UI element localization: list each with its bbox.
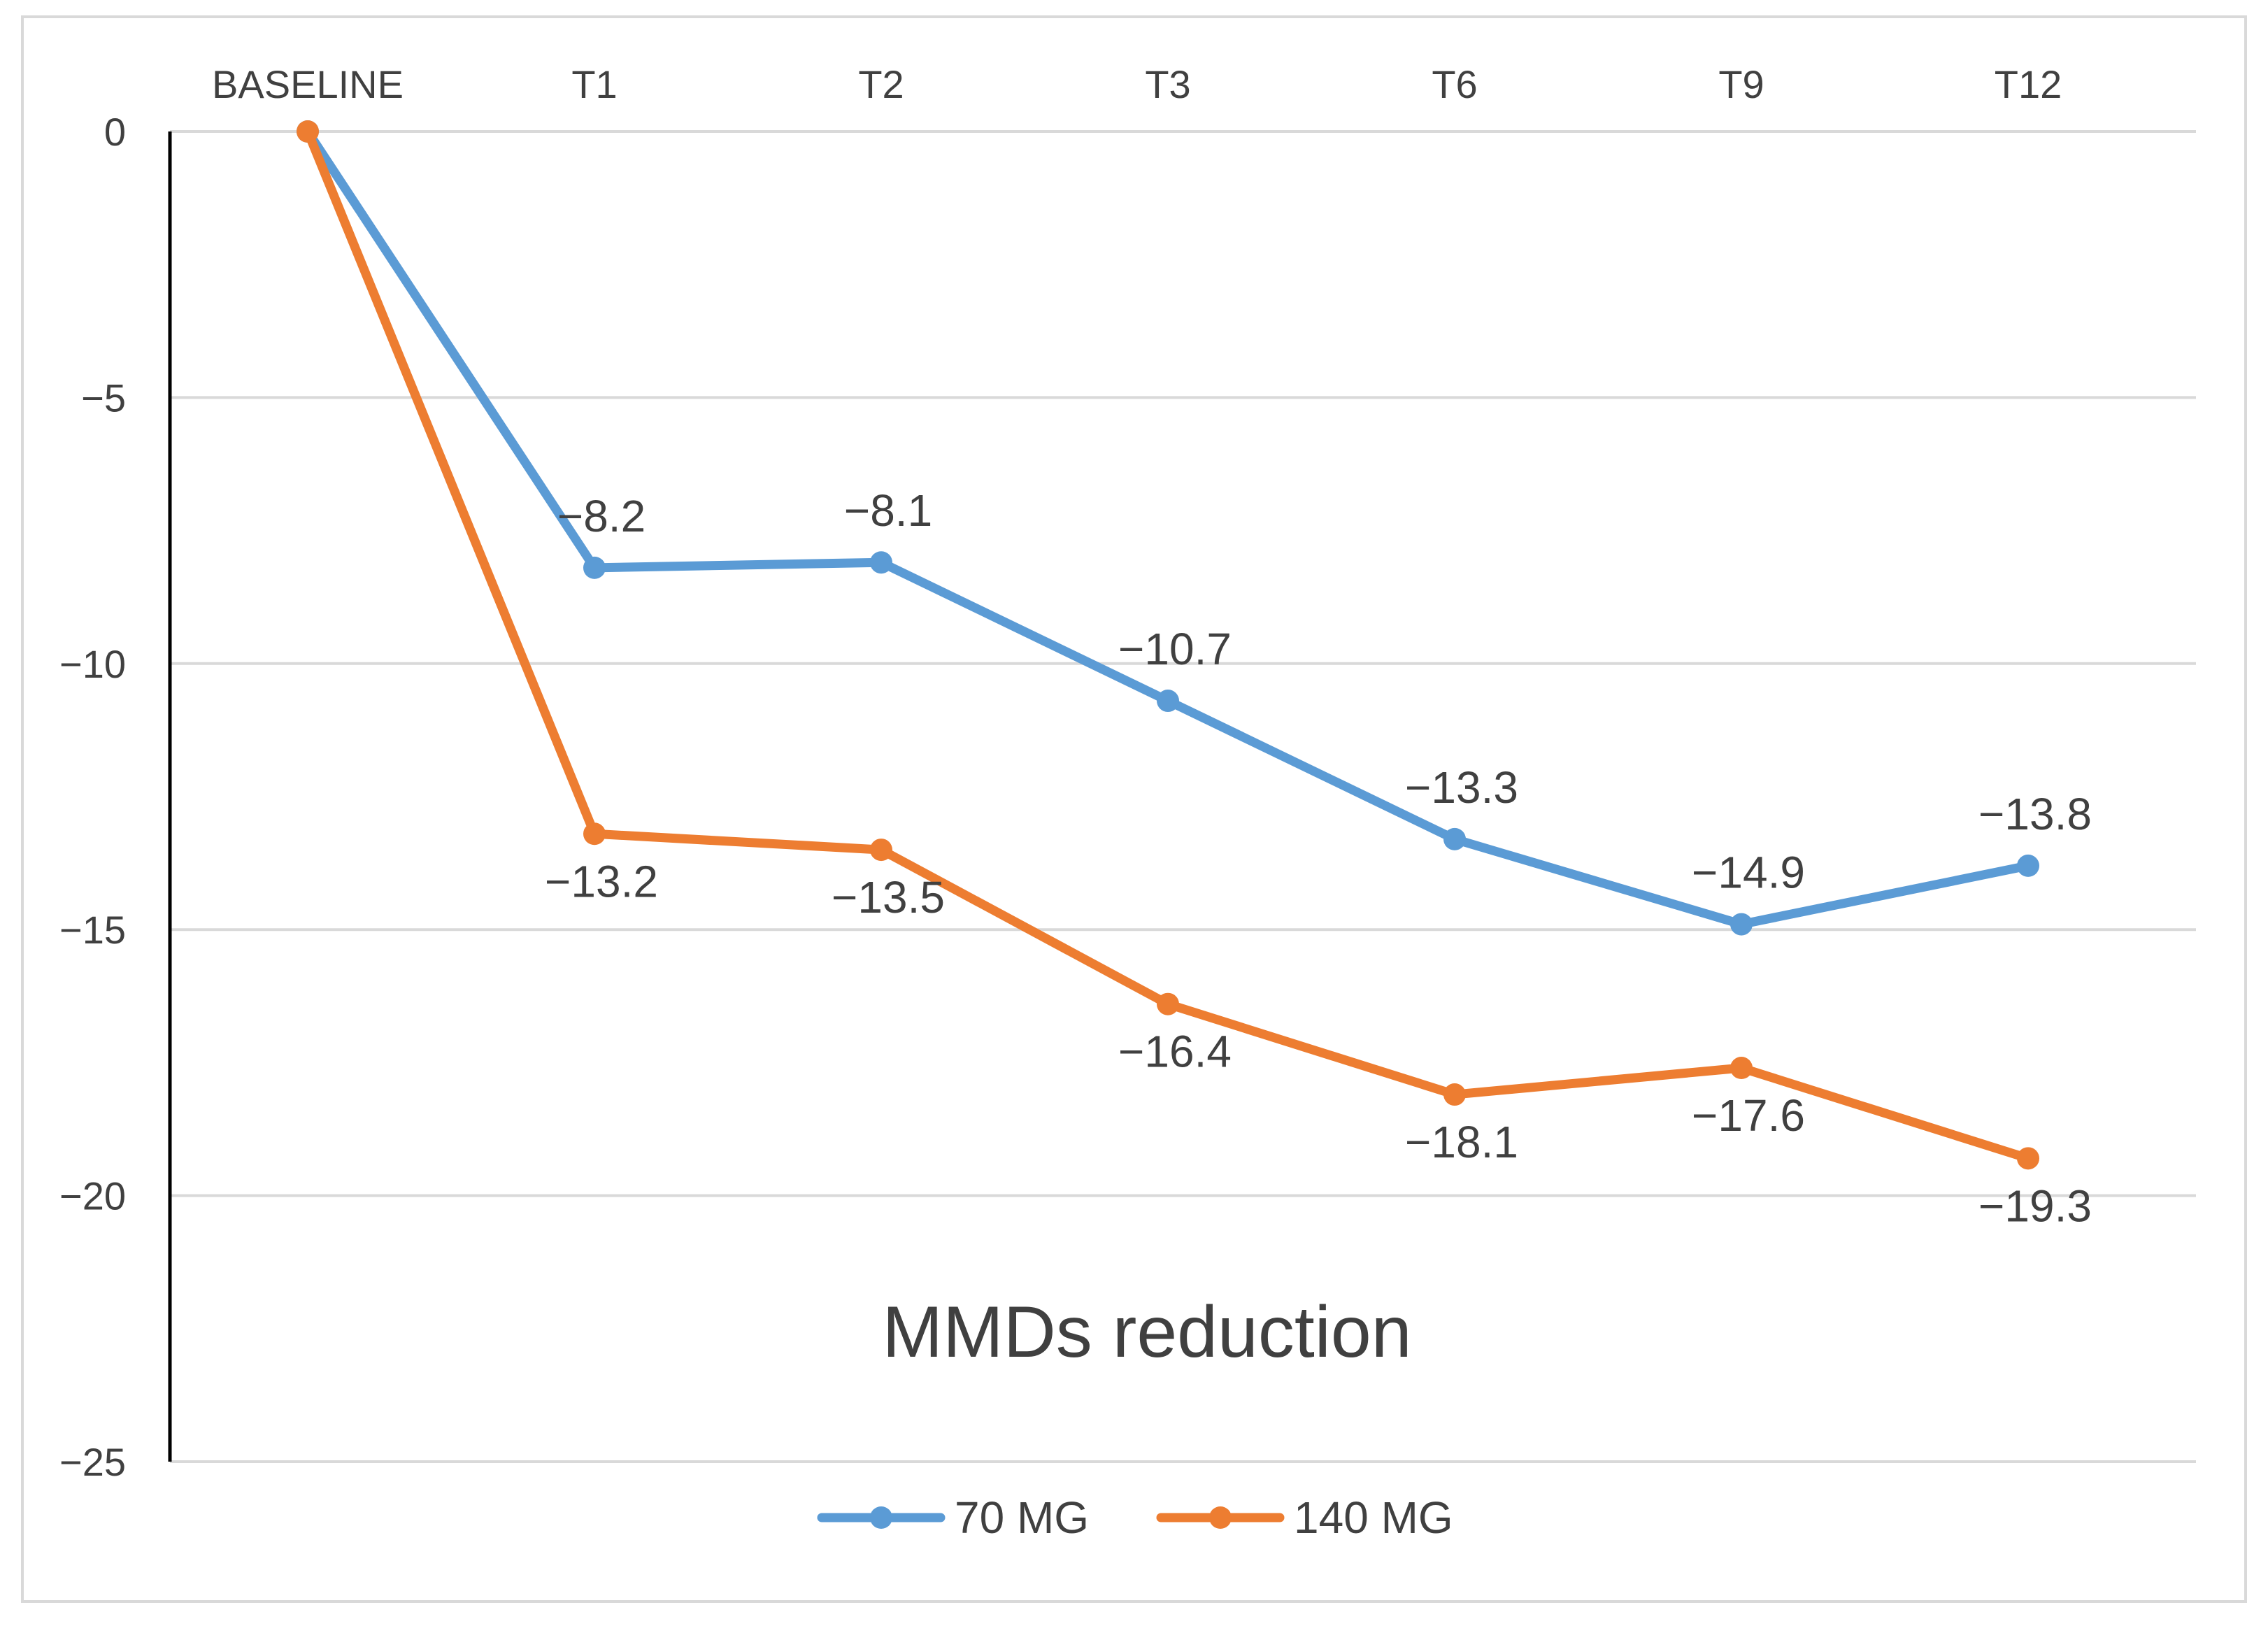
data-label: −18.1 (1405, 1117, 1518, 1167)
x-tick-label: T3 (1145, 62, 1190, 106)
data-label: −19.3 (1978, 1181, 2092, 1231)
data-point (1157, 992, 1179, 1015)
data-label: −13.8 (1978, 789, 2092, 839)
data-point (870, 839, 892, 862)
data-label: −17.6 (1692, 1090, 1805, 1141)
legend-marker (870, 1506, 892, 1529)
x-tick-label: BASELINE (212, 62, 404, 106)
data-point (1730, 1057, 1753, 1080)
data-point (2017, 854, 2039, 877)
x-tick-label: T1 (571, 62, 617, 106)
data-label: −10.7 (1118, 624, 1232, 674)
y-tick-label: −20 (59, 1174, 126, 1218)
data-label: −13.2 (545, 856, 658, 906)
y-tick-label: −5 (81, 376, 126, 420)
data-point (297, 120, 319, 143)
series (297, 120, 2039, 1170)
x-tick-label: T12 (1995, 62, 2062, 106)
x-tick-label: T2 (858, 62, 904, 106)
x-axis: BASELINE T1 T2 T3 T6 T9 T12 (212, 62, 2062, 106)
legend-label: 70 MG (955, 1492, 1089, 1543)
y-tick-label: −10 (59, 642, 126, 686)
data-point (1443, 827, 1466, 850)
x-tick-label: T6 (1432, 62, 1477, 106)
gridlines (170, 130, 2196, 1463)
legend: 70 MG 140 MG (817, 1492, 1453, 1543)
y-tick-label: −25 (59, 1440, 126, 1484)
data-point (583, 556, 606, 579)
y-tick-label: 0 (104, 110, 126, 154)
data-labels: −8.2 −8.1 −10.7 −13.3 −14.9 −13.8 −13.2 −13.5 −1… (545, 485, 2092, 1231)
data-label: −14.9 (1692, 848, 1805, 898)
chart-title: MMDs reduction (882, 1292, 1411, 1373)
data-label: −8.2 (557, 491, 646, 541)
data-label: −13.5 (832, 872, 945, 922)
data-point (583, 822, 606, 846)
data-point (1730, 913, 1753, 936)
legend-marker (1209, 1506, 1232, 1529)
legend-label: 140 MG (1294, 1492, 1453, 1543)
x-tick-label: T9 (1718, 62, 1764, 106)
data-label: −16.4 (1118, 1027, 1232, 1077)
data-point (870, 551, 892, 574)
data-point (2017, 1147, 2039, 1170)
data-label: −13.3 (1405, 762, 1518, 813)
data-label: −8.1 (844, 485, 932, 536)
data-point (1443, 1083, 1466, 1106)
data-point (1157, 690, 1179, 713)
y-tick-label: −15 (59, 908, 126, 952)
chart-frame (21, 15, 2247, 1603)
y-axis: 0 −5 −10 −15 −20 −25 (59, 110, 172, 1484)
